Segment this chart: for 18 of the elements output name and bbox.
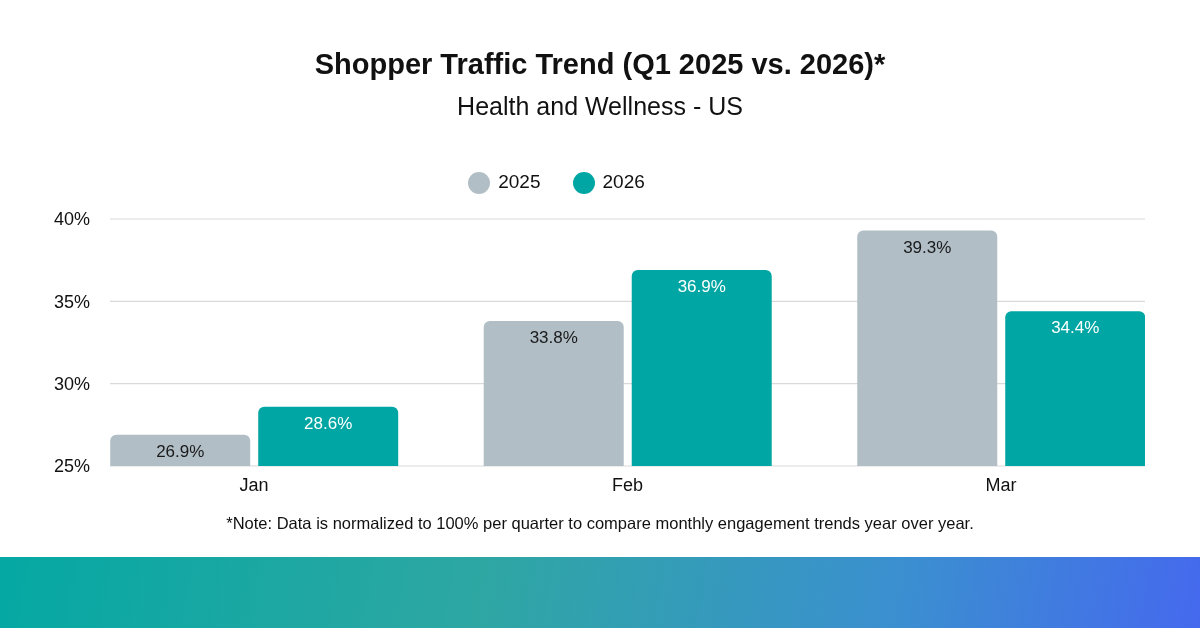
data-label: 26.9% — [156, 441, 205, 461]
y-tick-label: 40% — [53, 209, 90, 230]
x-tick-label: Feb — [611, 474, 644, 495]
data-label: 28.6% — [304, 413, 353, 433]
data-label: 34.4% — [1051, 318, 1100, 338]
y-tick-label: 35% — [53, 291, 90, 312]
y-tick-label: 25% — [53, 456, 90, 477]
data-label: 33.8% — [529, 328, 578, 348]
y-tick-label: 30% — [53, 374, 90, 395]
legend-label: 2026 — [602, 171, 645, 192]
x-tick-label: Jan — [239, 474, 269, 495]
x-tick-label: Mar — [985, 474, 1017, 495]
chart-title: Shopper Traffic Trend (Q1 2025 vs. 2026)* — [313, 48, 887, 81]
data-label: 36.9% — [677, 277, 726, 297]
data-label: 39.3% — [903, 237, 952, 257]
legend-label: 2025 — [498, 171, 541, 192]
chart-subtitle: Health and Wellness - US — [456, 92, 744, 121]
text: *Note: Data is normalized to 100% per quarter to compare monthly engagement trends year over year. — [225, 514, 975, 533]
